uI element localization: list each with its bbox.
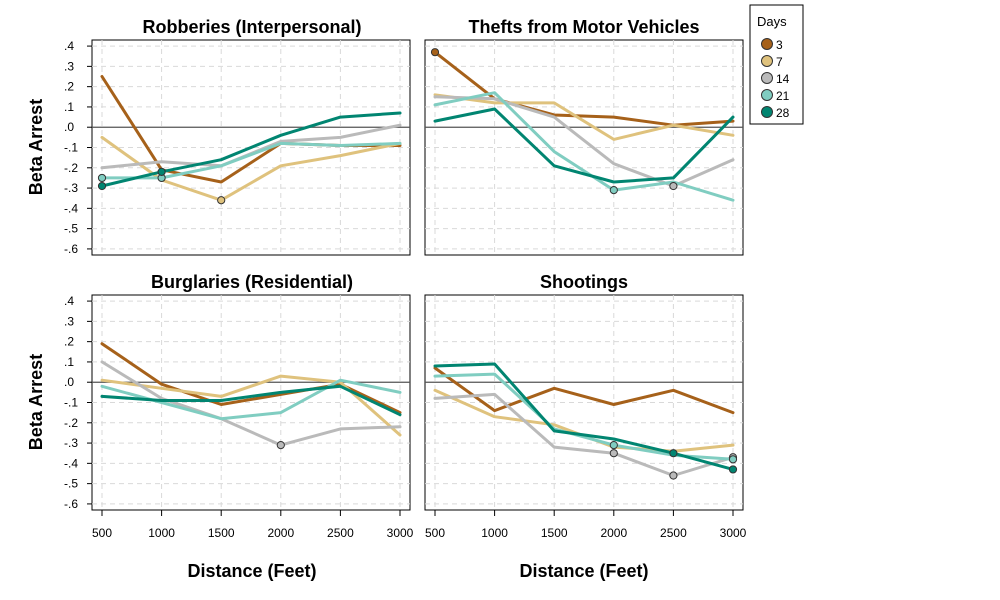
significant-point-14-days <box>669 471 678 480</box>
x-tick-label: 1000 <box>148 526 175 540</box>
series-line-28-days <box>433 107 735 184</box>
x-tick-label: 500 <box>425 526 445 540</box>
x-tick-label: 1500 <box>208 526 235 540</box>
legend-marker-28-days <box>761 106 773 118</box>
x-axis-label-left: Distance (Feet) <box>187 561 316 581</box>
legend-marker-14-days <box>761 72 773 84</box>
significant-point-21-days <box>97 173 107 183</box>
significant-point-14-days <box>609 449 618 458</box>
y-tick-label: .1 <box>64 100 74 114</box>
panel-burglaries: Burglaries (Residential) <box>91 272 411 511</box>
x-tick-label: 3000 <box>720 526 747 540</box>
y-tick-label: -.6 <box>64 497 78 511</box>
x-tick-label: 3000 <box>387 526 414 540</box>
plot-area-burglaries <box>92 295 410 510</box>
y-tick-label: .0 <box>64 120 74 134</box>
legend: Days 3 7 14 21 28 <box>749 4 804 125</box>
significant-point-28-days <box>728 465 738 474</box>
x-tick-label: 2500 <box>660 526 687 540</box>
significant-point-21-days <box>728 455 738 464</box>
y-tick-label: -.4 <box>64 201 78 215</box>
panel-robberies: Robberies (Interpersonal) <box>91 17 411 256</box>
legend-entries: 3 7 14 21 28 <box>761 38 790 120</box>
y-tick-label: .4 <box>64 294 74 308</box>
series-line-28-days <box>433 362 735 471</box>
y-tick-label: .2 <box>64 335 74 349</box>
y-tick-label: -.1 <box>64 396 78 410</box>
panel-title-thefts: Thefts from Motor Vehicles <box>468 17 699 37</box>
significant-point-28-days <box>669 449 678 458</box>
series-line-28-days <box>100 111 402 188</box>
series-line-14-days <box>433 392 735 477</box>
y-tick-label: -.6 <box>64 242 78 256</box>
y-axis-label-bottom: Beta Arrest <box>26 354 46 450</box>
x-tick-label: 2000 <box>600 526 627 540</box>
x-tick-label: 1500 <box>541 526 568 540</box>
y-tick-label: -.4 <box>64 456 78 470</box>
panel-shootings: Shootings <box>424 272 744 511</box>
panel-title-shootings: Shootings <box>540 272 628 292</box>
legend-box <box>749 4 804 125</box>
significant-point-21-days <box>609 440 618 450</box>
y-tick-label: .4 <box>64 39 74 53</box>
y-tick-label: -.3 <box>64 181 78 195</box>
significant-point-14-days <box>276 440 285 450</box>
legend-marker-3-days <box>761 38 773 50</box>
plot-area-robberies <box>92 40 410 255</box>
series-line-3-days <box>433 50 735 127</box>
legend-label-7-days: 7 <box>776 55 783 69</box>
y-tick-label: .0 <box>64 375 74 389</box>
series-line-3-days <box>433 366 735 415</box>
legend-marker-21-days <box>761 89 773 101</box>
y-tick-label: -.2 <box>64 161 78 175</box>
y-tick-label: -.5 <box>64 477 78 491</box>
panel-thefts: Thefts from Motor Vehicles <box>424 17 744 256</box>
x-axis-ticks-right: 500 1000 1500 2000 2500 3000 <box>425 510 747 540</box>
legend-marker-7-days <box>761 55 773 67</box>
series-line-7-days <box>433 93 735 141</box>
series-line-14-days <box>433 95 735 188</box>
significant-point-21-days <box>609 185 618 195</box>
y-tick-label: -.5 <box>64 222 78 236</box>
y-tick-label: .2 <box>64 80 74 94</box>
y-axis-ticks-top: .4 .3 .2 .1 .0 -.1 -.2 -.3 -.4 -.5 -.6 <box>64 39 92 256</box>
significant-point-14-days <box>669 181 678 191</box>
x-tick-label: 500 <box>92 526 112 540</box>
y-tick-label: .1 <box>64 355 74 369</box>
significant-point-7-days <box>217 196 226 205</box>
series-line-3-days <box>100 342 402 415</box>
y-tick-label: -.2 <box>64 416 78 430</box>
series-line-14-days <box>100 360 402 447</box>
y-axis-label-top: Beta Arrest <box>26 99 46 195</box>
legend-label-3-days: 3 <box>776 38 783 52</box>
significant-point-28-days <box>97 181 107 191</box>
significant-point-3-days <box>430 48 440 57</box>
legend-label-21-days: 21 <box>776 89 790 103</box>
x-axis-label-right: Distance (Feet) <box>519 561 648 581</box>
legend-title: Days <box>757 14 787 29</box>
plot-area-thefts <box>425 40 743 255</box>
x-tick-label: 2500 <box>327 526 354 540</box>
x-axis-ticks-left: 500 1000 1500 2000 2500 3000 <box>92 510 414 540</box>
series-line-28-days <box>100 384 402 417</box>
series-line-21-days <box>100 141 402 180</box>
y-axis-ticks-bottom: .4 .3 .2 .1 .0 -.1 -.2 -.3 -.4 -.5 -.6 <box>64 294 92 511</box>
y-tick-label: -.3 <box>64 436 78 450</box>
y-tick-label: .3 <box>64 314 74 328</box>
panel-title-robberies: Robberies (Interpersonal) <box>142 17 361 37</box>
x-tick-label: 1000 <box>481 526 508 540</box>
panel-title-burglaries: Burglaries (Residential) <box>151 272 353 292</box>
series-line-21-days <box>433 91 735 202</box>
plot-area-shootings <box>425 295 743 510</box>
legend-label-28-days: 28 <box>776 106 790 120</box>
significant-point-28-days <box>157 167 166 176</box>
legend-label-14-days: 14 <box>776 72 790 86</box>
y-tick-label: .3 <box>64 59 74 73</box>
x-tick-label: 2000 <box>267 526 294 540</box>
y-tick-label: -.1 <box>64 141 78 155</box>
